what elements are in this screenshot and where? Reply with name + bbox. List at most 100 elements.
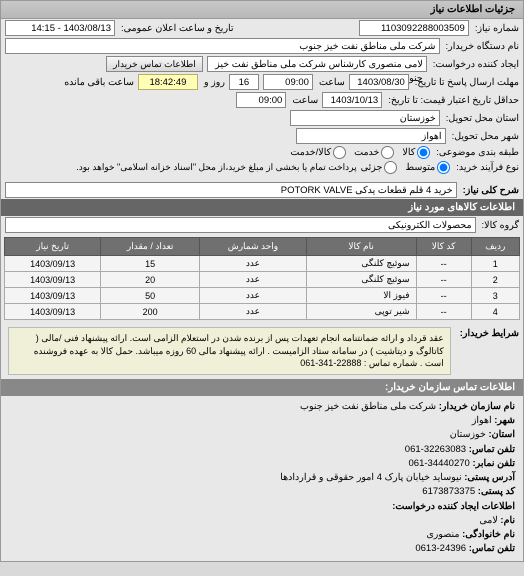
row-category: طبقه بندی موضوعی: کالا خدمت کالا/خدمت [1,145,523,160]
items-table-col: ردیف [471,238,519,256]
table-cell: 1403/09/13 [5,256,101,272]
table-cell: سوئیچ کلنگی [306,272,416,288]
announce-value: 1403/08/13 - 14:15 [5,20,115,36]
items-table-col: تعداد / مقدار [101,238,200,256]
table-row: 2--سوئیچ کلنگیعدد201403/09/13 [5,272,520,288]
radio-both-input[interactable] [333,146,346,159]
items-table-col: نام کالا [306,238,416,256]
footer-note-text: عقد قرداد و ارائه ضمانتنامه انجام تعهدات… [8,327,451,375]
row-purchase-type: نوع فرآیند خرید: متوسط جزئی پرداخت تمام … [1,160,523,175]
deadline-days: 16 [229,74,259,90]
purchase-type-note: پرداخت تمام یا بخشی از مبلغ خرید،از محل … [74,162,356,173]
need-number-label: شماره نیاز: [473,23,519,34]
table-cell: 3 [471,288,519,304]
need-desc-label: شرح کلی نیاز: [461,185,519,196]
announce-label: تاریخ و ساعت اعلان عمومی: [119,23,234,34]
radio-goods-label: کالا [402,147,415,158]
creator-family-label: نام خانوادگی: [462,529,515,540]
table-cell: -- [416,304,471,320]
need-number-value: 1103092288003509 [359,20,469,36]
deadline-remaining: 18:42:49 [138,74,198,90]
radio-medium[interactable]: متوسط [405,161,450,174]
province-label: استان محل تحویل: [444,113,519,124]
footer-note-label: شرایط خریدار: [458,324,519,339]
items-header: اطلاعات کالاهای مورد نیاز [1,199,523,216]
table-cell: 50 [101,288,200,304]
row-city: شهر محل تحویل: اهواز [1,127,523,145]
items-table-col: تاریخ نیاز [5,238,101,256]
requester-value: لامی منصوری کارشناس شرکت ملی مناطق نفت خ… [207,56,427,72]
table-cell: 15 [101,256,200,272]
row-need-number: شماره نیاز: 1103092288003509 تاریخ و ساع… [1,19,523,37]
creator-phone-label: تلفن تماس: [469,543,515,554]
table-cell: عدد [200,304,307,320]
items-table-col: واحد شمارش [200,238,307,256]
contact-org-value: شرکت ملی مناطق نفت خیز جنوب [300,401,436,412]
row-province: استان محل تحویل: خوزستان [1,109,523,127]
table-row: 4--شیر توپیعدد2001403/09/13 [5,304,520,320]
purchase-type-label: نوع فرآیند خرید: [454,162,519,173]
creator-family-value: منصوری [426,529,459,540]
group-label: گروه کالا: [480,220,519,231]
need-desc-value: خرید 4 قلم قطعات یدکی POTORK VALVE [5,182,457,198]
province-value: خوزستان [290,110,440,126]
requester-label: ایجاد کننده درخواست: [431,59,519,70]
contact-block: نام سازمان خریدار: شرکت ملی مناطق نفت خی… [1,396,523,561]
row-price-valid: حداقل تاریخ اعتبار قیمت: تا تاریخ: 1403/… [1,91,523,109]
items-table-header-row: ردیفکد کالانام کالاواحد شمارشتعداد / مقد… [5,238,520,256]
radio-both[interactable]: کالا/خدمت [290,146,346,159]
table-cell: 1 [471,256,519,272]
category-radio-group: کالا خدمت کالا/خدمت [290,146,430,159]
table-cell: -- [416,288,471,304]
radio-goods-input[interactable] [417,146,430,159]
purchase-type-radio-group: متوسط جزئی [361,161,451,174]
radio-service-input[interactable] [381,146,394,159]
row-need-desc: شرح کلی نیاز: خرید 4 قلم قطعات یدکی POTO… [1,181,523,199]
contact-city-value: اهواز [472,415,492,426]
items-table: ردیفکد کالانام کالاواحد شمارشتعداد / مقد… [4,237,520,320]
table-cell: 1403/09/13 [5,272,101,288]
table-cell: عدد [200,272,307,288]
contact-fax-value: 34440270-061 [409,458,470,469]
contact-address-label: آدرس پستی: [464,472,515,483]
row-requester: ایجاد کننده درخواست: لامی منصوری کارشناس… [1,55,523,73]
price-valid-time-label: ساعت [290,95,318,106]
radio-small[interactable]: جزئی [361,161,398,174]
deadline-label: مهلت ارسال پاسخ تا تاریخ: [413,77,519,88]
contact-phone-label: تلفن تماس: [469,444,515,455]
price-valid-time: 09:00 [236,92,286,108]
radio-goods[interactable]: کالا [402,146,430,159]
contact-province-value: خوزستان [450,429,486,440]
table-cell: 2 [471,272,519,288]
contact-city-label: شهر: [494,415,515,426]
row-footer-note: شرایط خریدار: عقد قرداد و ارائه ضمانتنام… [1,323,523,379]
table-cell: 1403/09/13 [5,288,101,304]
group-value: محصولات الکترونیکی [5,217,476,233]
table-cell: -- [416,256,471,272]
radio-both-label: کالا/خدمت [290,147,331,158]
radio-service-label: خدمت [354,147,379,158]
contact-buyer-button[interactable]: اطلاعات تماس خریدار [106,56,203,72]
row-deadline: مهلت ارسال پاسخ تا تاریخ: 1403/08/30 ساع… [1,73,523,91]
category-label: طبقه بندی موضوعی: [434,147,519,158]
contact-fax-label: تلفن نمابر: [472,458,515,469]
items-table-body: 1--سوئیچ کلنگیعدد151403/09/132--سوئیچ کل… [5,256,520,320]
table-cell: 200 [101,304,200,320]
radio-small-input[interactable] [384,161,397,174]
deadline-date: 1403/08/30 [349,74,409,90]
table-cell: عدد [200,288,307,304]
radio-medium-label: متوسط [405,162,435,173]
creator-header: اطلاعات ایجاد کننده درخواست: [392,501,515,512]
table-cell: فیوز الا [306,288,416,304]
city-value: اهواز [296,128,446,144]
table-row: 1--سوئیچ کلنگیعدد151403/09/13 [5,256,520,272]
buyer-org-label: نام دستگاه خریدار: [444,41,520,52]
radio-service[interactable]: خدمت [354,146,394,159]
buyer-org-value: شرکت ملی مناطق نفت خیز جنوب [5,38,440,54]
contact-address-value: نیوساید خیابان پارک 4 امور حقوقی و قرارد… [280,472,461,483]
deadline-days-label: روز و [202,77,225,88]
radio-medium-input[interactable] [437,161,450,174]
price-valid-label: حداقل تاریخ اعتبار قیمت: تا تاریخ: [386,95,519,106]
items-table-col: کد کالا [416,238,471,256]
details-panel: جزئیات اطلاعات نیاز شماره نیاز: 11030922… [0,0,524,562]
